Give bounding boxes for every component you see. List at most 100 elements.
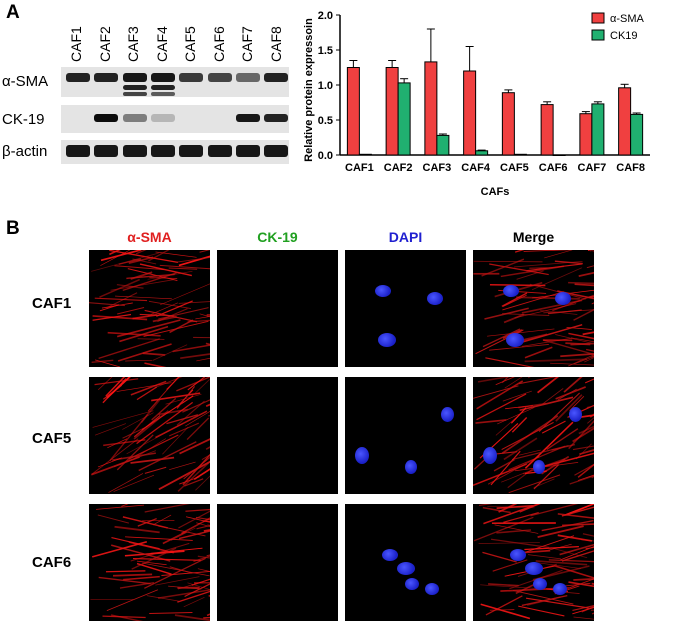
actin-fiber [127, 268, 178, 282]
actin-fiber [199, 250, 210, 253]
actin-fiber [511, 445, 569, 461]
actin-fiber [116, 283, 144, 289]
actin-fiber [555, 334, 592, 344]
actin-fiber [117, 307, 145, 315]
actin-fiber [125, 360, 153, 362]
nucleus [405, 578, 419, 590]
actin-fiber [501, 377, 509, 384]
actin-fiber [178, 510, 210, 529]
actin-fiber [178, 255, 210, 267]
actin-fiber [533, 464, 560, 490]
actin-fiber [487, 456, 540, 485]
actin-fiber [185, 410, 210, 427]
actin-fiber [105, 570, 146, 573]
micrograph-merge [473, 504, 594, 621]
blot-band [264, 145, 289, 157]
actin-fiber [591, 475, 594, 479]
bar-ck19 [436, 134, 450, 156]
actin-fiber [177, 257, 210, 263]
nucleus [427, 292, 443, 305]
actin-fiber [146, 595, 179, 602]
micrograph-dapi [345, 377, 466, 494]
actin-fiber [94, 423, 126, 436]
actin-fiber [137, 517, 157, 527]
micrograph-dapi [345, 250, 466, 367]
actin-fiber [527, 554, 562, 560]
actin-fiber [586, 265, 594, 269]
actin-fiber [495, 377, 515, 386]
blot-band [235, 114, 260, 122]
actin-fiber [199, 313, 210, 318]
bar-asma [540, 104, 554, 156]
actin-fiber [587, 417, 594, 424]
actin-fiber [142, 352, 166, 356]
actin-fiber [487, 328, 555, 337]
actin-fiber [193, 555, 210, 563]
actin-fiber [137, 338, 165, 340]
actin-fiber [572, 607, 594, 615]
actin-fiber [541, 420, 566, 434]
micrograph-ck19 [217, 250, 338, 367]
actin-fiber [97, 514, 129, 524]
actin-fiber [174, 614, 210, 621]
actin-fiber [496, 529, 532, 534]
legend-label: α-SMA [610, 13, 645, 25]
actin-fiber [557, 388, 577, 401]
actin-fiber [128, 256, 154, 264]
blot-band [207, 73, 232, 82]
actin-fiber [110, 544, 171, 562]
actin-fiber [502, 313, 550, 317]
actin-fiber [136, 401, 194, 445]
actin-fiber [92, 410, 154, 428]
actin-fiber [144, 557, 206, 589]
actin-fiber [130, 380, 167, 396]
actin-fiber [155, 251, 197, 258]
x-tick-label: CAF7 [578, 162, 607, 174]
actin-fiber [478, 504, 493, 507]
actin-fiber [568, 332, 594, 340]
nucleus [553, 583, 567, 595]
actin-fiber [572, 605, 594, 611]
actin-fibers [89, 250, 210, 367]
actin-fiber [162, 426, 189, 455]
bar-asma [463, 70, 477, 156]
blot-band [122, 92, 147, 96]
micrograph-ck19 [217, 377, 338, 494]
actin-fiber [503, 511, 539, 523]
actin-fiber [473, 260, 543, 263]
blot-lane-label: CAF2 [96, 26, 113, 62]
actin-fibers [473, 250, 594, 367]
x-tick-label: CAF4 [461, 162, 491, 174]
actin-fiber [476, 393, 527, 421]
actin-fiber [157, 308, 188, 323]
nucleus [503, 285, 519, 297]
actin-fiber [155, 377, 183, 388]
actin-fiber [541, 519, 594, 532]
actin-fiber [473, 516, 534, 542]
actin-fiber [475, 419, 507, 424]
actin-fiber [110, 614, 144, 621]
actin-fiber [159, 283, 210, 306]
actin-fiber [128, 434, 179, 460]
micrograph-asma [89, 504, 210, 621]
actin-fiber [152, 344, 188, 361]
actin-fiber [109, 250, 179, 264]
bar-ck19 [397, 82, 411, 156]
bar-ck19 [552, 154, 566, 156]
actin-fiber [555, 394, 583, 422]
actin-fiber [98, 576, 151, 585]
actin-fiber [182, 453, 210, 486]
actin-fiber [519, 323, 583, 344]
actin-fiber [488, 583, 519, 587]
bar-ck19 [630, 113, 644, 156]
actin-fiber [524, 358, 588, 363]
actin-fiber [186, 417, 210, 441]
actin-fiber [489, 263, 549, 276]
actin-fiber [473, 385, 519, 399]
row-label-caf5: CAF5 [32, 430, 72, 447]
legend-label: CK19 [610, 30, 638, 42]
actin-fiber [155, 576, 200, 586]
actin-fiber [149, 612, 193, 614]
actin-fiber [568, 281, 594, 285]
actin-fiber [560, 546, 594, 561]
